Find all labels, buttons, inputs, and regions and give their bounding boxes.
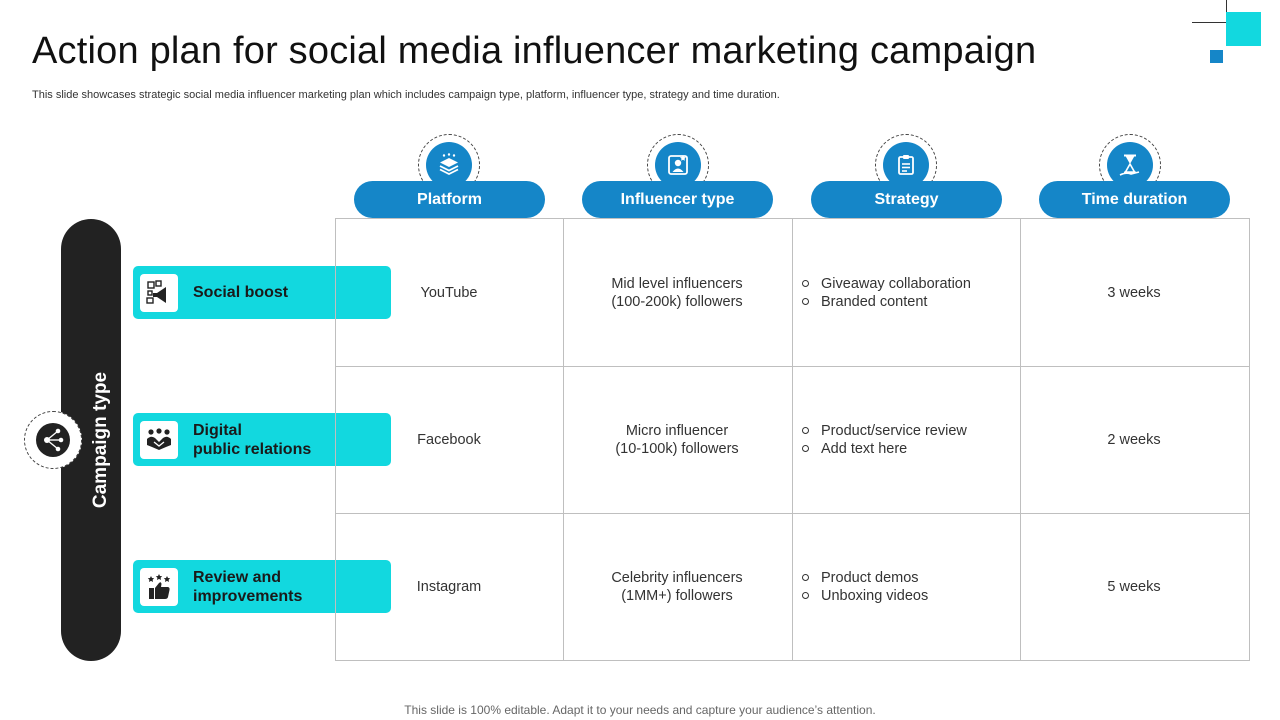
campaign-type-label: Campaign type bbox=[90, 371, 111, 509]
cell-influencer: Micro influencer (10-100k) followers bbox=[563, 366, 791, 513]
strategy-bullet: Branded content bbox=[802, 293, 927, 311]
layers-icon bbox=[439, 153, 459, 176]
cell-platform: Instagram bbox=[416, 578, 482, 595]
table-divider bbox=[1020, 218, 1021, 661]
cell-line: (10-100k) followers bbox=[615, 440, 739, 457]
influencer-profile-icon bbox=[668, 155, 688, 175]
header-influencer-type: Influencer type bbox=[582, 181, 773, 218]
strategy-bullet: Product demos bbox=[802, 569, 919, 587]
hourglass-icon bbox=[1119, 154, 1140, 176]
network-share-icon bbox=[36, 423, 70, 457]
cell-influencer: Mid level influencers (100-200k) followe… bbox=[563, 219, 791, 366]
campaign-icon-circle bbox=[24, 411, 82, 469]
header-platform: Platform bbox=[354, 181, 545, 218]
row-icon-box bbox=[140, 567, 178, 606]
row-label-social-boost: Social boost bbox=[133, 266, 391, 319]
table-divider bbox=[792, 218, 793, 661]
thumbs-up-stars-icon bbox=[147, 573, 171, 599]
table-divider bbox=[563, 218, 564, 661]
cell-duration: 2 weeks bbox=[1107, 431, 1161, 448]
table-divider bbox=[335, 513, 1250, 514]
megaphone-icon bbox=[146, 279, 166, 304]
clipboard-icon bbox=[898, 155, 914, 175]
strategy-bullet: Giveaway collaboration bbox=[802, 275, 971, 293]
cell-line: Micro influencer bbox=[625, 422, 729, 439]
row-icon-box bbox=[140, 420, 178, 459]
row-label-text: Digital public relations bbox=[193, 421, 312, 458]
table-divider bbox=[335, 366, 1250, 367]
cell-platform: YouTube bbox=[420, 284, 478, 301]
strategy-bullet: Product/service review bbox=[802, 422, 967, 440]
row-label-digital-pr: Digital public relations bbox=[133, 413, 391, 466]
decoration-square bbox=[1210, 50, 1223, 63]
decoration-line bbox=[1192, 22, 1254, 23]
header-strategy: Strategy bbox=[811, 181, 1002, 218]
page-title: Action plan for social media influencer … bbox=[32, 30, 1037, 72]
row-label-review: Review and improvements bbox=[133, 560, 391, 613]
cell-line: (100-200k) followers bbox=[611, 293, 743, 310]
cell-duration: 5 weeks bbox=[1107, 578, 1161, 595]
page-subtitle: This slide showcases strategic social me… bbox=[32, 89, 780, 101]
cell-platform: Facebook bbox=[417, 431, 481, 448]
cell-duration: 3 weeks bbox=[1107, 284, 1161, 301]
cell-strategy: Product demos Unboxing videos bbox=[792, 513, 1020, 660]
row-label-text: Social boost bbox=[193, 284, 289, 301]
strategy-bullet: Unboxing videos bbox=[802, 587, 928, 605]
footer-note: This slide is 100% editable. Adapt it to… bbox=[404, 703, 876, 717]
handshake-icon bbox=[147, 427, 171, 450]
cell-strategy: Giveaway collaboration Branded content bbox=[792, 219, 1020, 366]
decoration-square bbox=[1226, 12, 1261, 46]
cell-line: (1MM+) followers bbox=[621, 587, 733, 604]
cell-line: Celebrity influencers bbox=[611, 569, 743, 586]
cell-line: Mid level influencers bbox=[611, 275, 743, 292]
header-time-duration: Time duration bbox=[1039, 181, 1230, 218]
strategy-bullet: Add text here bbox=[802, 440, 907, 458]
cell-strategy: Product/service review Add text here bbox=[792, 366, 1020, 513]
row-label-text: Review and improvements bbox=[193, 568, 303, 605]
row-icon-box bbox=[140, 273, 178, 312]
cell-influencer: Celebrity influencers (1MM+) followers bbox=[563, 513, 791, 660]
